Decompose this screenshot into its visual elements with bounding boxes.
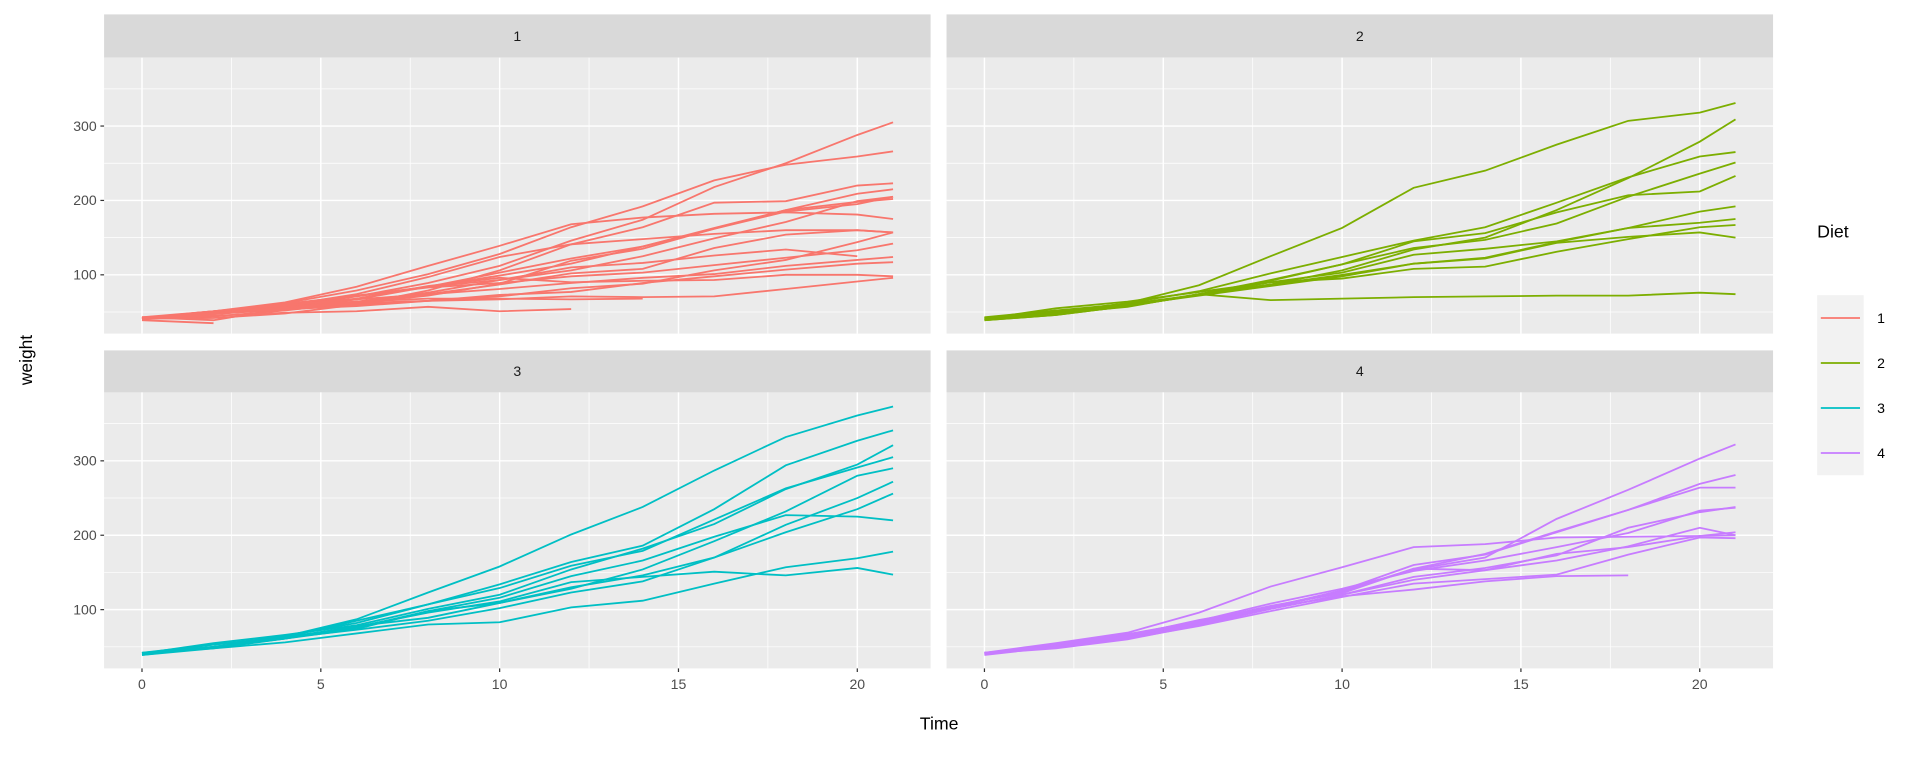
panel-background: [104, 57, 931, 334]
facet-strip: [104, 14, 931, 58]
facet-strip: [946, 14, 1774, 58]
chick-series-line: [984, 506, 1736, 656]
x-tick-label: 20: [849, 676, 865, 692]
legend-title: Diet: [1817, 222, 1849, 242]
y-tick-label: 100: [73, 602, 97, 618]
y-tick-label: 100: [73, 267, 97, 283]
chick-series-line: [141, 550, 894, 655]
facet-strip-label: 2: [1356, 28, 1364, 44]
chick-series-line: [984, 231, 1736, 319]
x-tick-label: 10: [492, 676, 508, 692]
y-tick-label: 200: [73, 527, 97, 543]
chick-series-line: [141, 444, 894, 655]
facet-strip: [946, 350, 1774, 393]
y-tick-label: 300: [73, 453, 97, 469]
panel-background: [946, 392, 1774, 669]
panel-background: [104, 392, 931, 669]
chick-series-line: [141, 182, 894, 320]
y-tick-label: 200: [73, 192, 97, 208]
chick-series-line: [984, 486, 1736, 655]
facet-strip-label: 1: [513, 28, 521, 44]
legend: 1 2 3 4: [1817, 295, 1885, 476]
chick-series-line: [141, 261, 894, 320]
panel-diet-4: 4 0 5 10 15 20: [946, 350, 1774, 692]
chick-series-line: [984, 151, 1736, 321]
panel-diet-1: 1 100 200 300: [73, 14, 931, 334]
x-tick-label: 15: [1513, 676, 1529, 692]
chick-series-line: [141, 429, 894, 655]
x-tick-label: 5: [317, 676, 325, 692]
legend-label: 3: [1877, 400, 1885, 416]
chick-series-line: [984, 534, 1736, 654]
legend-label: 4: [1877, 445, 1885, 461]
legend-label: 1: [1877, 310, 1885, 326]
y-axis-title: weight: [16, 335, 36, 386]
panel-diet-3: 3 100 200 300 0 5 10 15 20: [73, 350, 931, 692]
chick-series-line: [984, 526, 1736, 655]
chick-series-line: [984, 224, 1736, 320]
chick-series-line: [141, 319, 214, 325]
chick-series-line: [141, 256, 894, 320]
x-tick-label: 20: [1692, 676, 1708, 692]
x-axis-title: Time: [920, 714, 959, 734]
legend-label: 2: [1877, 355, 1885, 371]
legend-key-background: [1817, 295, 1864, 476]
x-tick-label: 0: [138, 676, 146, 692]
facet-strip-label: 3: [513, 363, 521, 379]
chick-series-line: [141, 405, 894, 655]
y-tick-label: 300: [73, 118, 97, 134]
chick-series-line: [141, 305, 572, 320]
facet-strip-label: 4: [1356, 363, 1364, 379]
panel-background: [946, 57, 1774, 334]
panel-diet-2: 2: [946, 14, 1774, 334]
chick-series-line: [141, 480, 894, 654]
x-tick-label: 5: [1159, 676, 1167, 692]
x-tick-label: 15: [671, 676, 687, 692]
facet-strip: [104, 350, 931, 393]
x-tick-label: 0: [981, 676, 989, 692]
x-tick-label: 10: [1334, 676, 1350, 692]
